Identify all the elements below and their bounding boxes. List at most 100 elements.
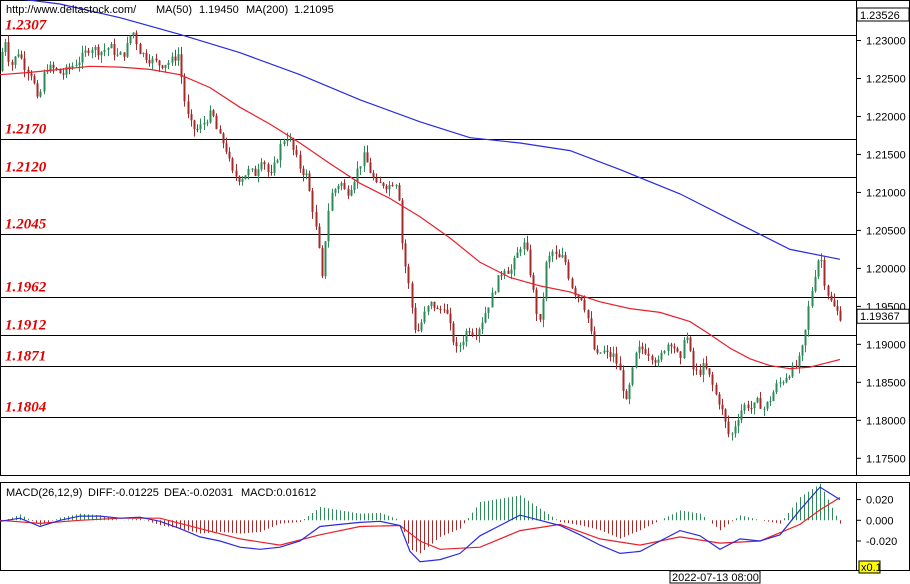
candle-body-237: [759, 398, 762, 409]
candle-body-224: [718, 394, 721, 405]
candle-body-119: [382, 182, 385, 187]
candle-body-156: [500, 275, 503, 277]
ma200-line: [23, 0, 841, 260]
candle-body-78: [251, 168, 254, 170]
candle-body-15: [49, 64, 52, 72]
candle-body-206: [660, 352, 663, 360]
candle-body-46: [148, 60, 151, 64]
candle-body-218: [699, 369, 702, 375]
candle-body-88: [283, 141, 286, 144]
price-tick-label-6: 1.20000: [866, 263, 906, 275]
candle-body-230: [737, 419, 740, 427]
candle-body-55: [177, 54, 180, 61]
candle-body-136: [436, 307, 439, 310]
top-price-box: [856, 7, 910, 22]
macd-diff: DIFF:-0.01225: [88, 487, 159, 499]
candle-body-98: [315, 211, 318, 227]
candle-body-181: [580, 297, 583, 300]
candle-body-216: [692, 350, 695, 370]
candle-body-244: [782, 382, 785, 384]
candle-body-178: [571, 278, 574, 288]
candle-body-227: [727, 421, 730, 435]
candle-body-168: [539, 313, 542, 320]
candle-body-180: [577, 295, 580, 298]
candle-body-71: [228, 151, 231, 159]
candle-body-41: [132, 32, 135, 36]
candle-body-222: [711, 374, 714, 385]
candle-body-112: [359, 166, 362, 169]
macd-dea-line: [0, 496, 841, 550]
candle-body-82: [263, 162, 266, 165]
candle-body-217: [695, 369, 698, 371]
candle-body-111: [356, 168, 359, 182]
candle-body-48: [155, 58, 158, 61]
candle-body-146: [468, 331, 471, 333]
candle-body-29: [94, 46, 97, 51]
candle-body-103: [331, 192, 334, 211]
candle-body-120: [385, 186, 388, 190]
candle-body-2: [7, 42, 10, 62]
candle-body-102: [327, 210, 330, 242]
current-price: 1.19367: [860, 311, 900, 323]
candle-body-91: [292, 138, 295, 150]
candle-body-92: [295, 149, 298, 155]
candle-body-204: [654, 359, 657, 363]
candle-body-173: [555, 251, 558, 254]
candle-body-93: [299, 154, 302, 169]
candle-body-101: [324, 241, 327, 277]
candle-body-214: [686, 337, 689, 341]
timestamp: 2022-07-13 08:00: [672, 572, 759, 584]
candle-body-117: [375, 178, 378, 183]
candle-body-155: [497, 275, 500, 293]
candle-body-10: [33, 76, 36, 84]
candle-body-220: [705, 363, 708, 369]
candle-body-133: [427, 306, 430, 312]
zoom-label: x0.1: [861, 562, 882, 574]
candle-body-16: [52, 64, 55, 69]
candle-body-33: [107, 48, 110, 50]
candle-body-14: [46, 71, 49, 73]
candle-body-176: [564, 255, 567, 263]
candle-body-37: [119, 52, 122, 55]
candle-body-72: [231, 158, 234, 171]
candle-body-251: [804, 329, 807, 346]
candle-body-196: [628, 384, 631, 400]
candle-body-202: [647, 353, 650, 356]
candle-body-35: [113, 44, 116, 56]
candle-body-0: [1, 51, 4, 71]
timestamp-box: [669, 570, 761, 584]
candle-body-226: [724, 409, 727, 422]
candle-body-135: [433, 301, 436, 308]
candle-body-20: [65, 66, 68, 75]
candle-body-63: [203, 122, 206, 125]
level-label-0: 1.2307: [5, 18, 47, 34]
candle-body-213: [683, 340, 686, 359]
zoom-badge[interactable]: [858, 560, 881, 574]
candle-body-28: [91, 50, 94, 53]
candle-body-246: [788, 376, 791, 378]
candle-body-81: [260, 162, 263, 170]
candle-body-201: [644, 349, 647, 354]
candle-body-84: [270, 171, 273, 173]
candle-body-207: [663, 351, 666, 353]
candle-body-121: [388, 184, 391, 190]
candle-body-198: [635, 352, 638, 368]
candle-body-1: [4, 42, 7, 52]
candle-body-4: [14, 56, 17, 65]
candle-body-25: [81, 52, 84, 63]
candle-body-141: [452, 323, 455, 343]
candle-body-236: [756, 398, 759, 403]
candle-body-128: [411, 283, 414, 308]
candle-body-52: [167, 62, 170, 66]
candle-body-256: [820, 259, 823, 261]
candle-body-163: [523, 242, 526, 250]
candle-body-36: [116, 54, 119, 56]
candle-body-164: [526, 242, 529, 250]
candle-body-80: [257, 169, 260, 176]
candle-body-190: [609, 352, 612, 358]
candle-body-34: [110, 44, 113, 49]
candle-body-59: [190, 114, 193, 121]
candle-body-158: [507, 270, 510, 274]
candle-body-39: [126, 43, 129, 57]
candle-body-154: [494, 292, 497, 294]
